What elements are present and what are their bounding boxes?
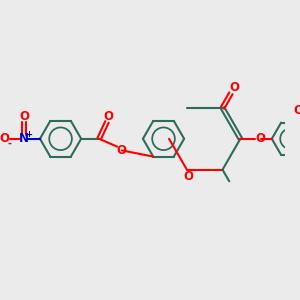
- Text: O: O: [117, 144, 127, 157]
- Text: O: O: [103, 110, 113, 123]
- Text: O: O: [184, 170, 194, 183]
- Text: O: O: [0, 132, 9, 145]
- Text: N: N: [19, 132, 29, 145]
- Text: +: +: [26, 130, 32, 139]
- Text: O: O: [19, 110, 29, 123]
- Text: -: -: [8, 138, 12, 148]
- Text: O: O: [293, 104, 300, 117]
- Text: O: O: [256, 132, 266, 145]
- Text: O: O: [229, 81, 239, 94]
